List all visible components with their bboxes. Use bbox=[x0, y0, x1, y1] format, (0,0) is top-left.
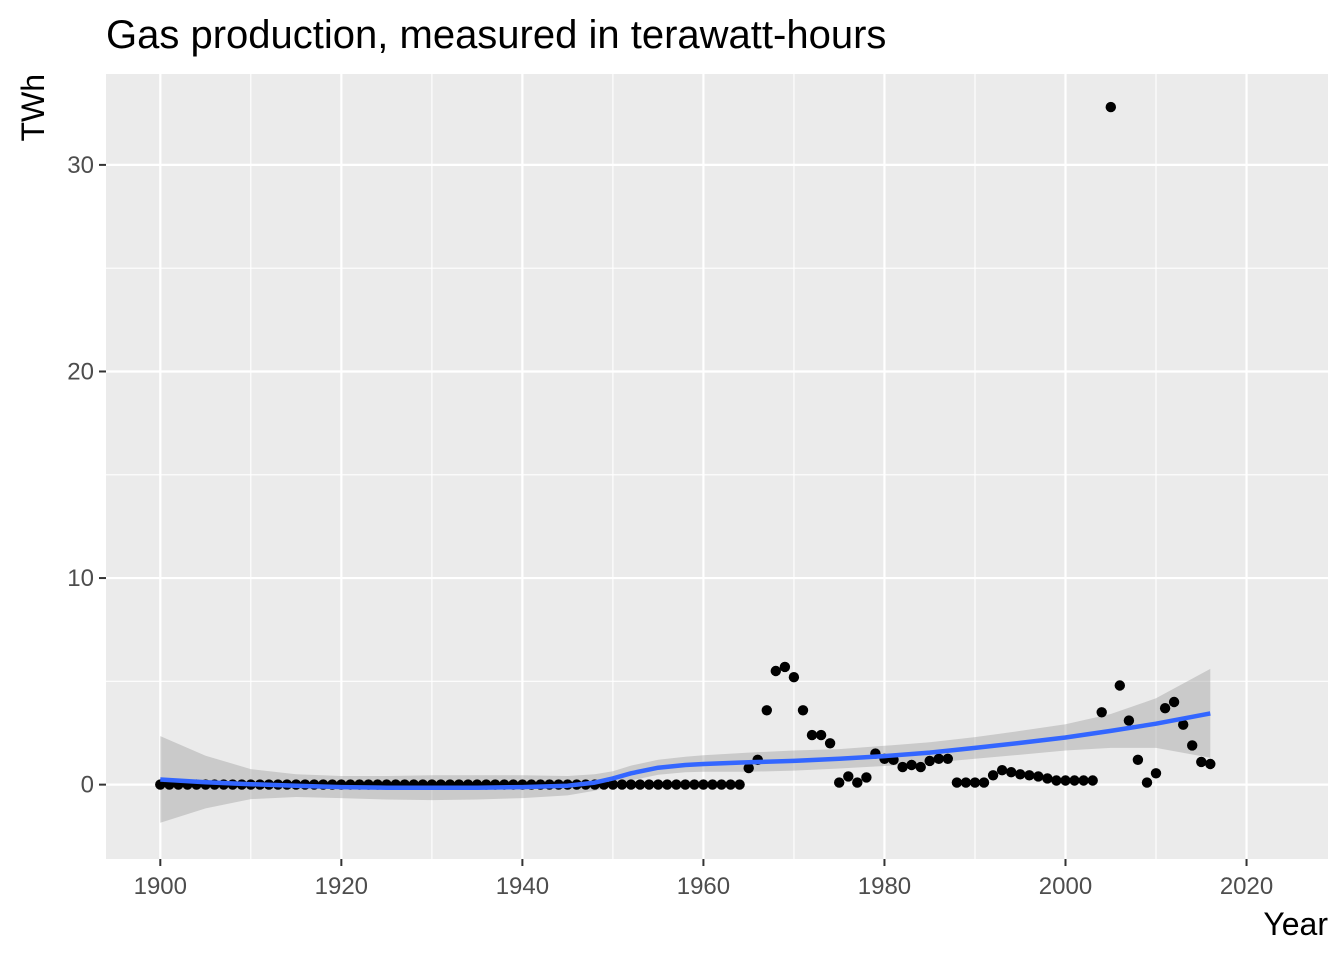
x-tick-label: 2020 bbox=[1220, 873, 1273, 900]
y-tick-label: 10 bbox=[67, 565, 94, 592]
x-tick-label: 1940 bbox=[496, 873, 549, 900]
data-point bbox=[1096, 707, 1107, 718]
data-point bbox=[797, 705, 809, 716]
data-point bbox=[861, 772, 872, 783]
x-tick-label: 1920 bbox=[315, 873, 368, 900]
data-point bbox=[1141, 777, 1153, 788]
data-point bbox=[951, 777, 963, 788]
data-point bbox=[933, 753, 944, 764]
data-point bbox=[1015, 769, 1026, 780]
data-point bbox=[1051, 775, 1062, 786]
data-point bbox=[806, 729, 818, 741]
data-point bbox=[1150, 768, 1162, 779]
grid-minor bbox=[106, 74, 1328, 859]
data-point bbox=[1159, 703, 1171, 714]
data-point bbox=[978, 777, 990, 788]
data-point bbox=[1187, 740, 1198, 751]
y-tick-label: 30 bbox=[67, 152, 94, 179]
x-tick-label: 2000 bbox=[1039, 873, 1092, 900]
data-point bbox=[1078, 775, 1089, 786]
data-point bbox=[815, 729, 827, 741]
y-tick-label: 0 bbox=[81, 772, 94, 799]
smooth-line bbox=[160, 711, 1211, 790]
data-point bbox=[616, 779, 628, 790]
data-point bbox=[716, 779, 727, 790]
data-point bbox=[852, 777, 863, 788]
y-axis-title: TWh bbox=[15, 74, 51, 142]
x-axis: 1900 1920 1940 1960 1980 2000 2020 bbox=[134, 859, 1273, 900]
data-point bbox=[734, 779, 745, 790]
data-point bbox=[689, 779, 700, 790]
data-point bbox=[761, 705, 772, 716]
data-point bbox=[843, 771, 854, 782]
data-point bbox=[1060, 775, 1071, 786]
data-point bbox=[625, 779, 637, 790]
smooth-line-layer bbox=[160, 711, 1211, 790]
data-point bbox=[653, 779, 664, 790]
data-point bbox=[1087, 775, 1098, 786]
data-point bbox=[725, 779, 736, 790]
data-point bbox=[824, 738, 836, 749]
data-point bbox=[1132, 754, 1144, 765]
x-axis-title: Year bbox=[1263, 906, 1328, 942]
data-point bbox=[1006, 767, 1017, 778]
x-tick-label: 1900 bbox=[134, 873, 187, 900]
data-point bbox=[987, 770, 999, 781]
data-point bbox=[643, 779, 655, 790]
y-tick-label: 20 bbox=[67, 358, 94, 385]
chart-title: Gas production, measured in terawatt-hou… bbox=[106, 13, 886, 57]
data-point bbox=[1024, 770, 1035, 781]
data-point bbox=[770, 665, 781, 677]
grid-major bbox=[106, 74, 1328, 859]
y-axis: 0 10 20 30 bbox=[67, 152, 106, 799]
x-tick-label: 1980 bbox=[858, 873, 911, 900]
data-point bbox=[680, 779, 691, 790]
data-point bbox=[634, 779, 646, 790]
data-point bbox=[698, 779, 709, 790]
data-point bbox=[996, 765, 1008, 776]
data-point bbox=[1196, 756, 1207, 768]
data-point bbox=[743, 762, 754, 774]
data-point bbox=[924, 755, 935, 767]
data-point bbox=[1105, 101, 1117, 113]
data-point bbox=[942, 753, 953, 764]
data-point bbox=[1033, 771, 1044, 782]
data-point bbox=[1114, 680, 1126, 691]
data-point bbox=[960, 777, 972, 788]
data-point bbox=[671, 779, 682, 790]
data-point bbox=[897, 761, 908, 773]
data-point bbox=[1178, 719, 1189, 730]
data-point bbox=[1205, 758, 1216, 770]
data-point bbox=[1168, 696, 1180, 708]
data-point bbox=[1042, 773, 1053, 784]
data-point bbox=[906, 759, 917, 771]
x-tick-label: 1960 bbox=[677, 873, 730, 900]
data-point bbox=[707, 779, 718, 790]
data-point bbox=[788, 672, 800, 683]
data-point bbox=[779, 661, 791, 673]
data-point bbox=[834, 777, 845, 788]
data-point bbox=[915, 761, 926, 773]
data-point bbox=[155, 779, 166, 790]
data-point bbox=[607, 779, 619, 790]
data-point bbox=[1123, 715, 1135, 726]
data-point bbox=[662, 779, 673, 790]
data-point bbox=[1069, 775, 1080, 786]
data-point bbox=[969, 777, 981, 788]
